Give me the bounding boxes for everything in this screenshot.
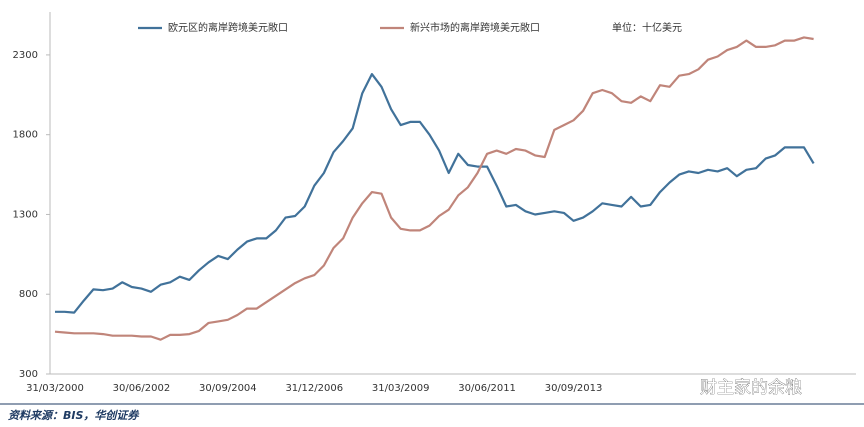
x-tick-label: 31/12/2006 (285, 383, 343, 394)
legend-label: 新兴市场的离岸跨境美元敞口 (410, 21, 540, 34)
y-tick-label: 1800 (13, 130, 38, 141)
x-tick-label: 31/03/2009 (372, 383, 430, 394)
y-tick-label: 2300 (13, 50, 38, 61)
series-line (55, 73, 815, 314)
series-line (54, 36, 814, 341)
watermark: 财主家的余粮 (700, 378, 802, 398)
y-tick-label: 300 (19, 369, 38, 380)
x-tick-label: 31/03/2000 (26, 383, 84, 394)
legend-label: 欧元区的离岸跨境美元敞口 (168, 21, 288, 34)
x-tick-label: 30/06/2011 (458, 383, 516, 394)
legend-unit: 单位：十亿美元 (612, 21, 682, 34)
source-note: 资料来源：BIS，华创证券 (8, 409, 139, 422)
x-tick-label: 30/06/2002 (113, 383, 171, 394)
x-tick-label: 30/09/2004 (199, 383, 257, 394)
y-tick-label: 1300 (13, 209, 38, 220)
y-tick-label: 800 (19, 289, 38, 300)
x-tick-label: 30/09/2013 (545, 383, 603, 394)
